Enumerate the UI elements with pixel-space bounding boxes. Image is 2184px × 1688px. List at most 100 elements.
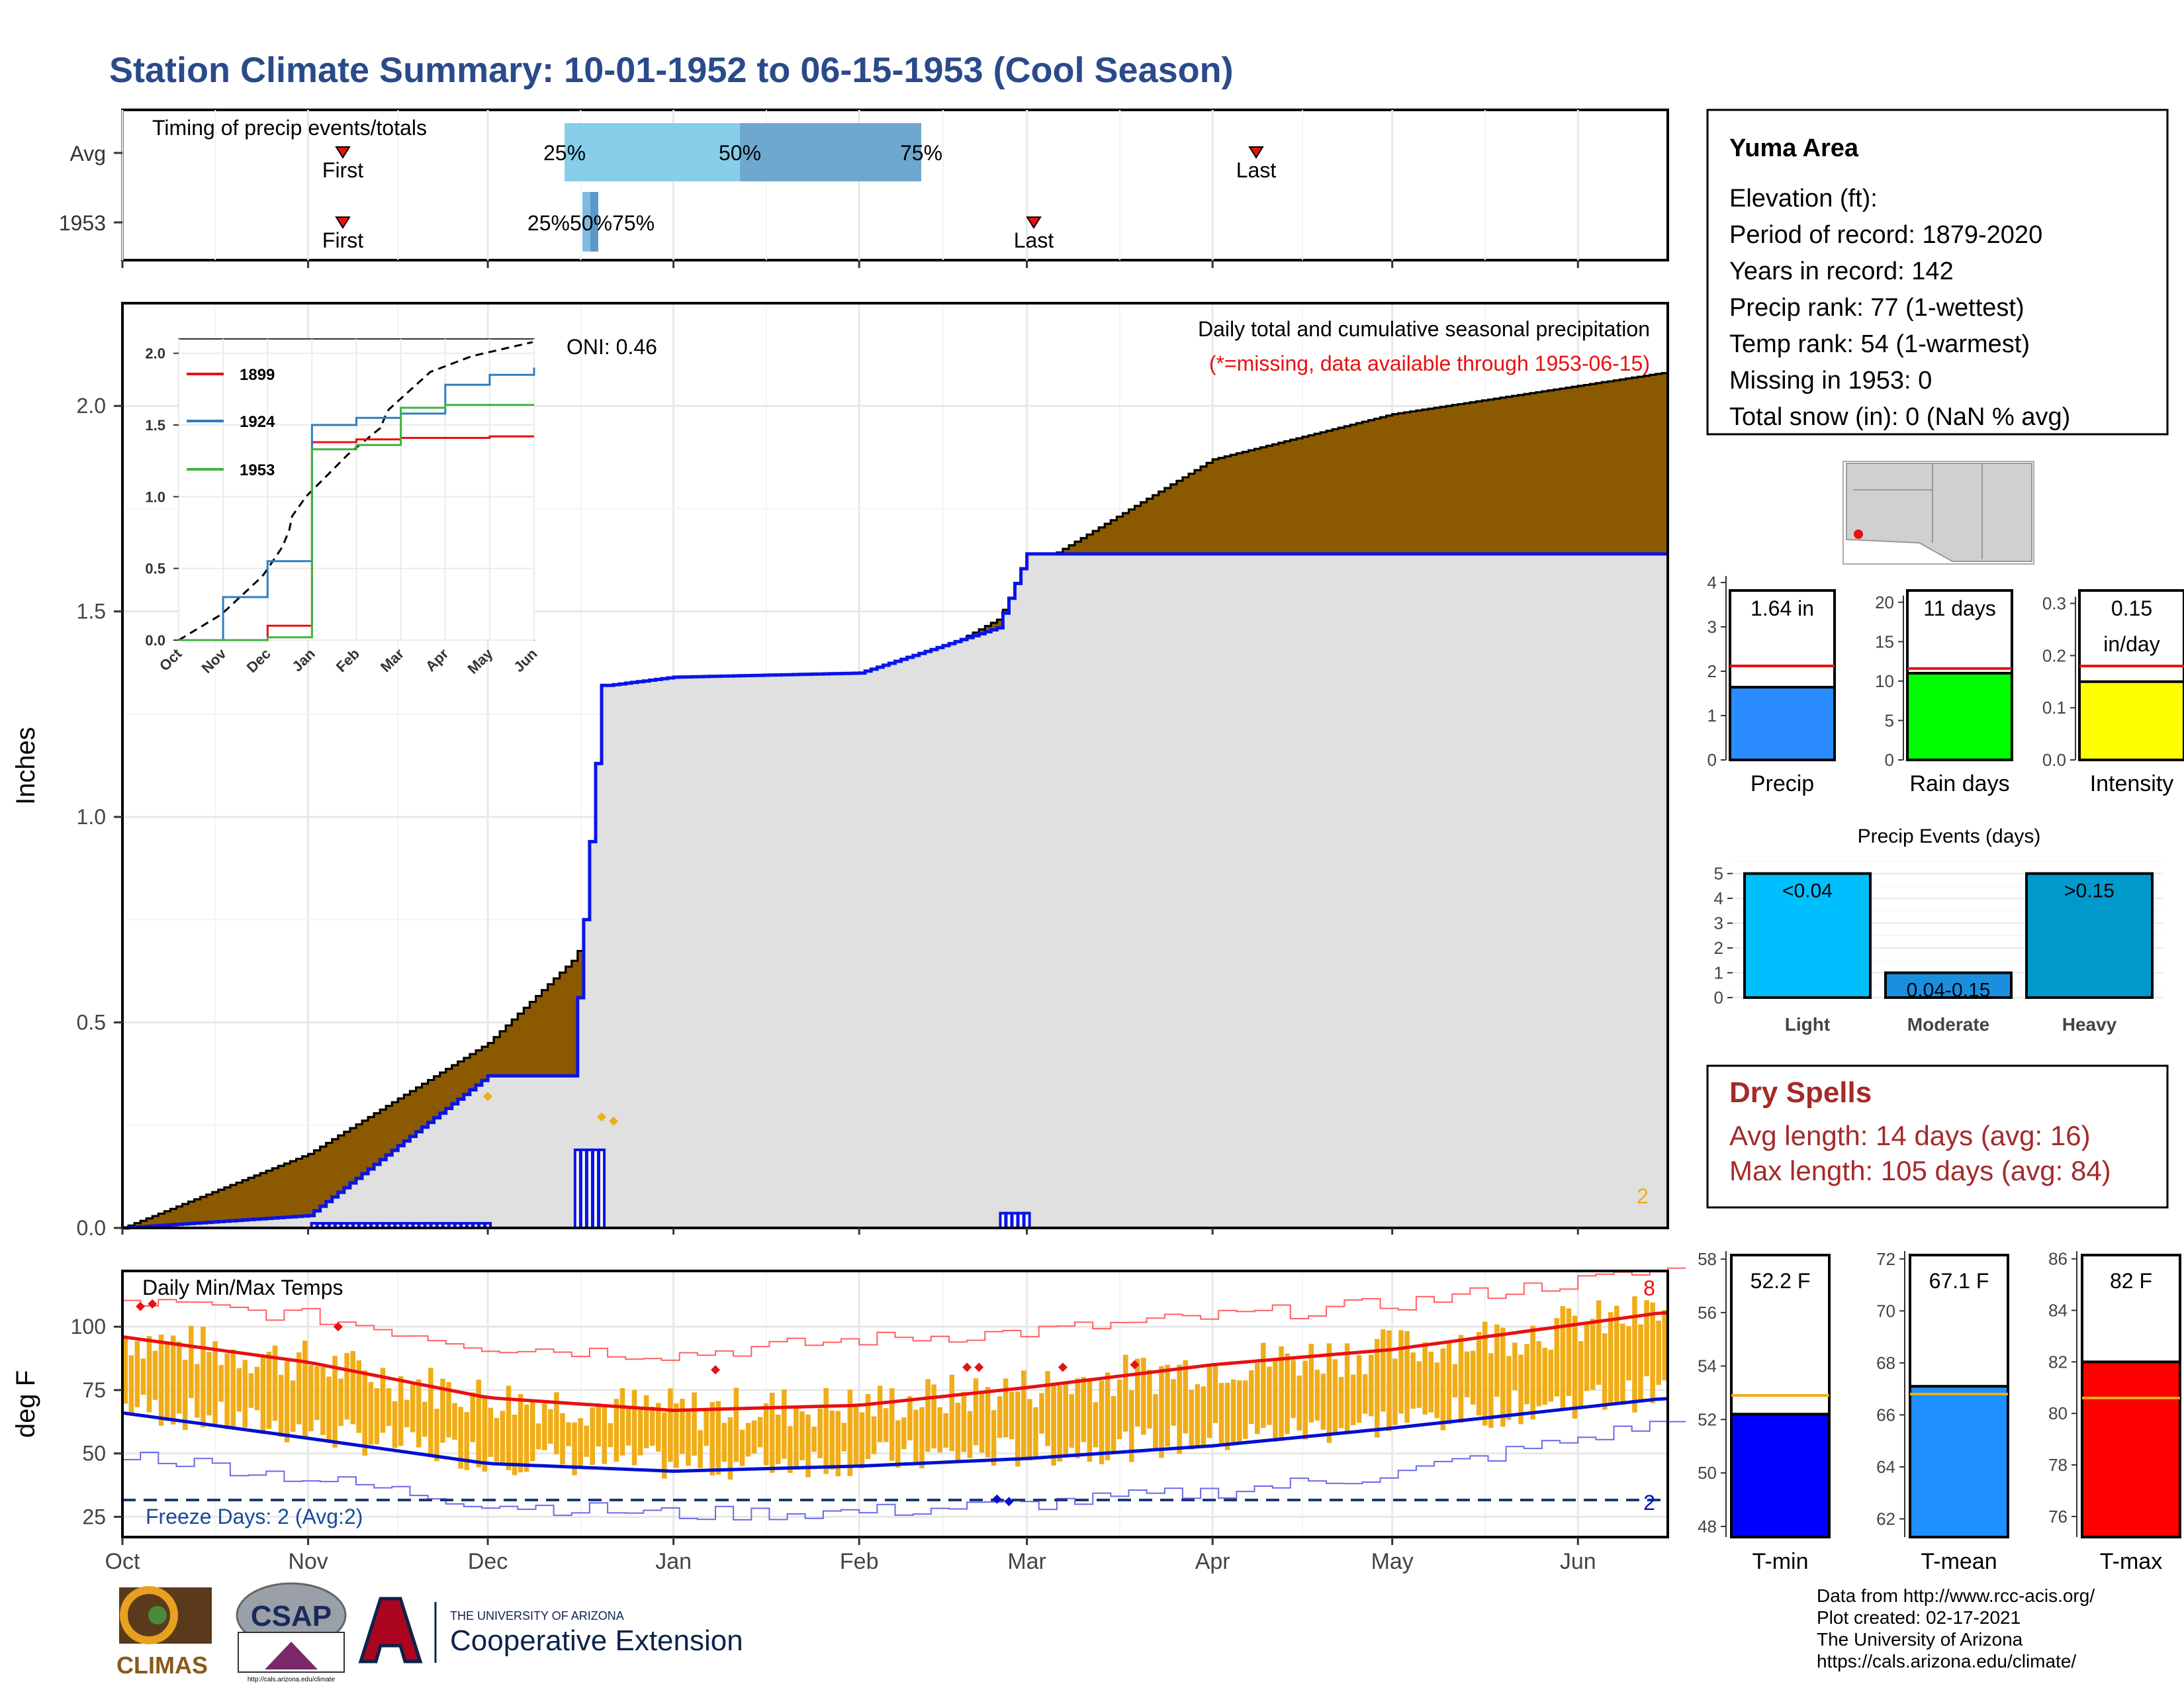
- daily-temp-bar: [170, 1335, 176, 1425]
- daily-temp-bar: [458, 1407, 463, 1469]
- temp-bar-ytick-label: 78: [2048, 1455, 2068, 1475]
- daily-temp-bar: [236, 1368, 242, 1412]
- climas-logo-dot: [148, 1606, 167, 1624]
- seasonal-temp-bars: 48 50 52 54 56 58 52.2 F T-min 62 64 66 68 70 72 67.1 …: [1698, 1249, 2181, 1574]
- station-box-frame: [1706, 109, 2169, 436]
- daily-temp-bar: [1572, 1315, 1578, 1419]
- daily-temp-bar: [625, 1409, 631, 1446]
- daily-temp-bar: [1464, 1351, 1470, 1397]
- daily-temp-bar: [1015, 1391, 1021, 1467]
- daily-temp-bar: [206, 1352, 212, 1416]
- daily-precip-bar: [591, 1149, 600, 1230]
- daily-precip-bar: [1023, 1211, 1031, 1229]
- avg-min-line: [122, 1397, 1668, 1474]
- map-region-shape: [1846, 463, 2032, 562]
- month-label: May: [1371, 1549, 1414, 1574]
- daily-temp-bar: [1596, 1300, 1602, 1385]
- daily-temp-bar: [788, 1426, 793, 1474]
- daily-temp-bar: [631, 1389, 637, 1466]
- daily-temp-bar: [140, 1358, 146, 1395]
- daily-temp-bar: [272, 1345, 278, 1421]
- events-ytick-label: 1: [1714, 963, 1723, 983]
- daily-temp-bar: [1051, 1382, 1056, 1466]
- record-high-marker: [710, 1365, 720, 1375]
- small-bar-precip: [1729, 686, 1836, 761]
- temp-bar-ytick-label: 82: [2048, 1352, 2068, 1372]
- daily-temp-bar: [883, 1408, 889, 1442]
- daily-temp-bar: [308, 1365, 314, 1432]
- daily-temp-bar: [1003, 1378, 1009, 1438]
- daily-temp-bar: [1009, 1391, 1015, 1440]
- daily-temp-bar: [871, 1416, 877, 1454]
- month-label: Nov: [288, 1549, 328, 1574]
- daily-temp-bar: [643, 1395, 649, 1448]
- month-label: Oct: [105, 1549, 140, 1574]
- month-label: Jan: [655, 1549, 692, 1574]
- climas-logo-swirl: [120, 1586, 178, 1644]
- temp-panel-frame: [121, 1270, 1669, 1538]
- missing-note: (*=missing, data available through 1953-…: [1209, 352, 1650, 375]
- daily-temp-bar: [1518, 1354, 1524, 1425]
- ua-big-text: Cooperative Extension: [450, 1624, 743, 1657]
- station-info-line: Elevation (ft):: [1729, 185, 1878, 212]
- daily-temp-bar: [266, 1352, 272, 1429]
- daily-temp-bar: [721, 1423, 727, 1462]
- inset-series-1924: [179, 367, 535, 641]
- inset-ytick-label: 2.0: [145, 346, 165, 362]
- small-bar-value-label: 1.64 in: [1751, 596, 1814, 620]
- daily-temp-bar: [1476, 1332, 1482, 1416]
- small-bar-value-label-unit: in/day: [2103, 632, 2160, 656]
- timing-panel: Timing of precip events/totals Avg 1953 …: [59, 109, 1669, 268]
- daily-temp-bar: [1368, 1354, 1374, 1417]
- daily-temp-bar: [1093, 1402, 1099, 1448]
- daily-temp-bar: [1434, 1362, 1440, 1419]
- daily-temp-bar: [1261, 1342, 1266, 1429]
- temp-bar-value-label: 52.2 F: [1751, 1269, 1811, 1293]
- precip-ytick-label: 2.0: [77, 394, 106, 418]
- daily-temp-bar: [440, 1378, 445, 1443]
- small-bar-ytick-label: 0.1: [2042, 698, 2066, 718]
- avg-max-line: [122, 1311, 1668, 1413]
- daily-temp-bar: [523, 1404, 529, 1472]
- daily-temp-bar: [1045, 1371, 1050, 1446]
- daily-temp-bar: [1201, 1386, 1206, 1448]
- daily-temp-bar: [1494, 1324, 1500, 1397]
- daily-temp-bar: [1500, 1327, 1506, 1427]
- csap-logo-mountain: [265, 1642, 318, 1669]
- daily-temp-bar: [1410, 1352, 1416, 1409]
- avg-last-marker: [1248, 146, 1264, 159]
- record-high-marker: [136, 1301, 146, 1311]
- daily-temp-bar: [1087, 1380, 1093, 1462]
- precip-panel: Inches 0.0 0.5 1.0 1.5 2.0 Daily total and c…: [11, 302, 1669, 1240]
- climas-logo: CLIMAS: [116, 1586, 212, 1679]
- y1953-overlap-labels: 25%50%75%: [527, 211, 655, 235]
- daily-temp-bar: [476, 1380, 482, 1468]
- daily-temp-bar: [997, 1396, 1003, 1438]
- temp-panel-bg: [122, 1271, 1668, 1537]
- small-bar-axis-label: Precip: [1751, 771, 1814, 796]
- daily-temp-bar: [823, 1387, 829, 1474]
- daily-temp-bar: [1602, 1333, 1608, 1410]
- temp-bar-ytick-label: 68: [1876, 1353, 1895, 1373]
- small-bar-ytick-label: 10: [1875, 671, 1894, 691]
- y1953-iqr-bar-dark: [590, 192, 598, 252]
- daily-temp-bar: [326, 1376, 332, 1443]
- small-bar-ytick-label: 4: [1707, 573, 1717, 592]
- daily-temp-bar: [1644, 1300, 1649, 1377]
- csap-logo-text: CSAP: [251, 1600, 332, 1632]
- timing-title: Timing of precip events/totals: [152, 116, 427, 140]
- daily-temp-bar: [1165, 1364, 1170, 1447]
- temp-bar-ytick-label: 70: [1876, 1301, 1895, 1321]
- daily-temp-bar: [1422, 1342, 1428, 1415]
- daily-temp-bar: [668, 1388, 673, 1462]
- daily-temp-bar: [1428, 1351, 1434, 1413]
- daily-temp-bar: [189, 1325, 194, 1399]
- daily-temp-bar: [368, 1382, 374, 1445]
- daily-temp-bar: [907, 1396, 913, 1440]
- daily-temp-bar: [919, 1407, 925, 1469]
- dry-avg-length: Avg length: 14 days (avg: 16): [1729, 1120, 2091, 1151]
- freeze-day-marker: [992, 1494, 1002, 1504]
- event-category-label: Light: [1785, 1014, 1830, 1035]
- daily-temp-bar: [1446, 1341, 1452, 1425]
- station-info-line: Missing in 1953: 0: [1729, 367, 1932, 395]
